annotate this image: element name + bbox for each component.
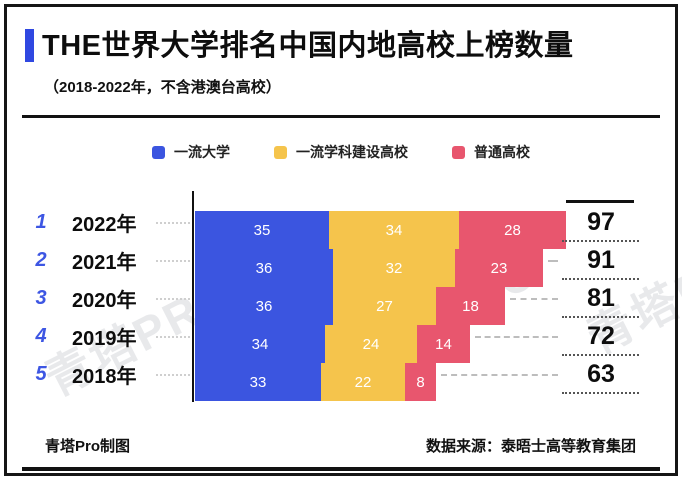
year-label: 2022年 — [72, 213, 137, 236]
rank-number: 3 — [35, 286, 47, 309]
rank-number: 4 — [35, 324, 47, 347]
bar-segment-普通高校: 18 — [436, 287, 505, 325]
top-divider — [22, 115, 660, 118]
page-subtitle: （2018-2022年，不含港澳台高校） — [44, 79, 281, 96]
totals-separator — [562, 392, 639, 394]
legend-item-1: 一流学科建设高校 — [274, 142, 408, 162]
bar-segment-普通高校: 28 — [459, 211, 566, 249]
bar-segment-一流大学: 36 — [195, 249, 333, 287]
rank-number: 5 — [35, 362, 47, 385]
bar-value-label: 34 — [385, 221, 403, 239]
bar-segment-一流大学: 36 — [195, 287, 333, 325]
bar-segment-普通高校: 14 — [417, 325, 470, 363]
legend-item-2: 普通高校 — [452, 142, 530, 162]
year-label: 2020年 — [72, 289, 137, 312]
legend-label: 一流学科建设高校 — [296, 144, 408, 160]
chart-row-2019年: 4 2019年 34 24 14 72 — [0, 317, 682, 363]
legend-swatch-icon — [452, 145, 465, 159]
page-title: THE世界大学排名中国内地高校上榜数量 — [42, 30, 574, 62]
bar-value-label: 18 — [462, 297, 479, 315]
totals-separator — [562, 240, 639, 242]
bar-segment-普通高校: 23 — [455, 249, 543, 287]
bar-value-label: 36 — [255, 259, 273, 277]
bar-value-label: 8 — [416, 373, 425, 391]
bar-segment-一流学科建设高校: 32 — [333, 249, 455, 287]
chart-row-2018年: 5 2018年 33 22 8 63 — [0, 355, 682, 401]
bar-value-label: 24 — [362, 335, 380, 353]
total-connector-dash — [441, 374, 558, 414]
bar-segment-普通高校: 8 — [405, 363, 436, 401]
total-connector-dash — [475, 336, 558, 376]
totals-separator — [562, 354, 639, 356]
legend-item-0: 一流大学 — [152, 142, 230, 162]
legend-label: 普通高校 — [474, 144, 530, 160]
chart-row-2021年: 2 2021年 36 32 23 91 — [0, 241, 682, 287]
bar-value-label: 35 — [253, 221, 271, 239]
bar-segment-一流学科建设高校: 24 — [325, 325, 417, 363]
chart-row-2022年: 1 2022年 35 34 28 97 — [0, 203, 682, 249]
year-label: 2019年 — [72, 327, 137, 350]
bar-segment-一流大学: 34 — [195, 325, 325, 363]
bar-value-label: 23 — [490, 259, 508, 277]
bar-value-label: 34 — [251, 335, 269, 353]
total-value: 63 — [587, 359, 615, 388]
bar-value-label: 27 — [376, 297, 393, 315]
bar-segment-一流学科建设高校: 34 — [329, 211, 459, 249]
bar-value-label: 14 — [435, 335, 452, 353]
bar-segment-一流大学: 35 — [195, 211, 329, 249]
totals-column-topline — [566, 200, 634, 203]
total-value: 72 — [587, 321, 615, 350]
y-axis-line — [192, 191, 194, 402]
bar-value-label: 36 — [255, 297, 273, 315]
label-connector-dots — [156, 298, 190, 338]
label-connector-dots — [156, 222, 190, 262]
bar-segment-一流大学: 33 — [195, 363, 321, 401]
footer-credit: 青塔Pro制图 — [45, 438, 131, 455]
total-value: 81 — [587, 283, 615, 312]
bar-segment-一流学科建设高校: 27 — [333, 287, 436, 325]
rank-number: 2 — [35, 248, 47, 271]
label-connector-dots — [156, 336, 190, 376]
total-value: 91 — [587, 245, 615, 274]
chart-row-2020年: 3 2020年 36 27 18 81 — [0, 279, 682, 325]
total-connector-dash — [548, 260, 558, 300]
rank-number: 1 — [35, 210, 47, 233]
year-label: 2018年 — [72, 365, 137, 388]
footer-data-source: 数据来源：泰晤士高等教育集团 — [425, 438, 636, 455]
label-connector-dots — [156, 260, 190, 300]
totals-separator — [562, 316, 639, 318]
bar-value-label: 33 — [249, 373, 267, 391]
bar-value-label: 28 — [504, 221, 521, 239]
bar-value-label: 32 — [385, 259, 403, 277]
legend-swatch-icon — [274, 145, 287, 159]
bottom-divider — [22, 467, 660, 471]
bar-value-label: 22 — [354, 373, 372, 391]
total-value: 97 — [587, 207, 615, 236]
title-accent-bar — [25, 29, 34, 62]
legend-swatch-icon — [152, 145, 165, 159]
label-connector-dots — [156, 374, 190, 414]
legend-label: 一流大学 — [174, 144, 230, 160]
totals-separator — [562, 278, 639, 280]
year-label: 2021年 — [72, 251, 137, 274]
total-connector-dash — [510, 298, 558, 338]
bar-segment-一流学科建设高校: 22 — [321, 363, 405, 401]
legend: 一流大学 一流学科建设高校 普通高校 — [0, 142, 682, 162]
